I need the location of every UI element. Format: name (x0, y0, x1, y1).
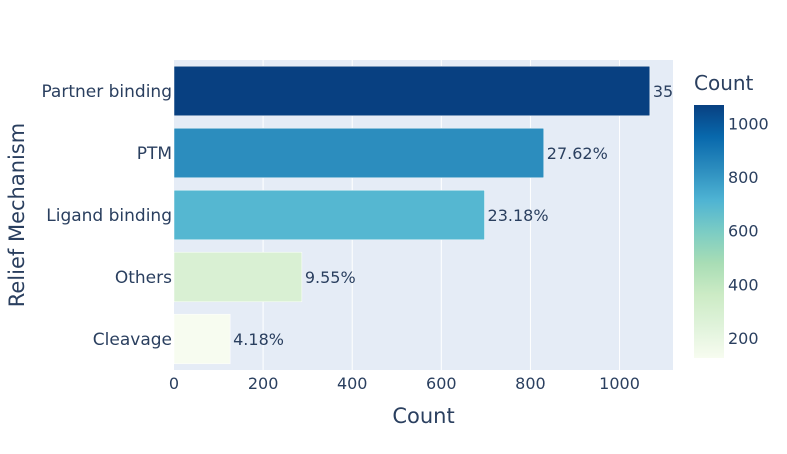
y-tick-labels: Partner binding PTM Ligand binding Others Cl… (41, 82, 172, 350)
x-tick-label: 400 (337, 374, 368, 393)
x-tick-label: 0 (169, 374, 179, 393)
data-label: 27.62% (547, 144, 608, 163)
bars (173, 65, 651, 365)
data-label: 4.18% (233, 330, 284, 349)
x-tick-label: 600 (426, 374, 457, 393)
y-tick-label: Ligand binding (46, 206, 172, 226)
colorbar-tick-label: 200 (728, 329, 759, 348)
data-label: 35 (653, 82, 673, 101)
y-tick-label: Partner binding (41, 82, 172, 102)
colorbar-title: Count (694, 71, 754, 95)
bar (173, 127, 545, 179)
colorbar-tick-label: 600 (728, 222, 759, 241)
colorbar-tick-label: 800 (728, 168, 759, 187)
x-tick-label: 200 (248, 374, 279, 393)
colorbar (694, 105, 724, 358)
y-tick-label: PTM (137, 144, 172, 164)
bar (173, 65, 651, 117)
y-tick-label: Others (115, 268, 172, 288)
colorbar-tick-label: 1000 (728, 114, 769, 133)
data-label: 23.18% (488, 206, 549, 225)
bar (173, 313, 231, 365)
y-tick-label: Cleavage (93, 330, 172, 350)
x-tick-label: 800 (515, 374, 546, 393)
x-axis-title: Count (392, 404, 454, 428)
x-tick-labels: 0 200 400 600 800 1000 (169, 374, 640, 393)
y-axis-title: Relief Mechanism (5, 123, 29, 308)
colorbar-tick-labels: 200 400 600 800 1000 (728, 114, 769, 348)
bar (173, 251, 303, 303)
data-label: 9.55% (305, 268, 356, 287)
bar (173, 189, 485, 241)
x-tick-label: 1000 (599, 374, 640, 393)
data-labels: 35 27.62% 23.18% 9.55% 4.18% (233, 82, 673, 349)
colorbar-tick-label: 400 (728, 275, 759, 294)
